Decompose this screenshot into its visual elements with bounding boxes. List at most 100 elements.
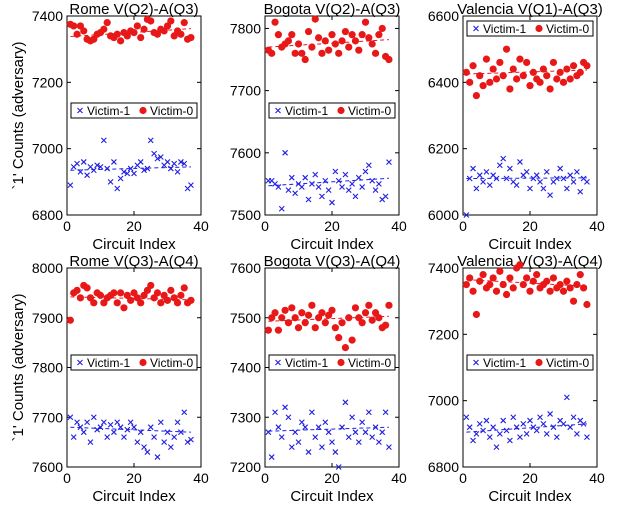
victim-1-point bbox=[94, 162, 101, 169]
victim-0-point bbox=[328, 306, 336, 314]
victim-0-point bbox=[291, 314, 299, 322]
victim-1-point bbox=[178, 429, 184, 436]
victim-0-point bbox=[311, 15, 319, 23]
victim-1-point bbox=[275, 424, 282, 431]
victim-1-point bbox=[174, 419, 181, 426]
victim-1-point bbox=[527, 185, 533, 192]
victim-1-point bbox=[171, 160, 178, 167]
victim-1-point bbox=[584, 178, 590, 185]
victim-0-point bbox=[583, 300, 591, 309]
victim-0-point bbox=[103, 19, 111, 27]
victim-1-point bbox=[121, 168, 127, 175]
victim-1-point bbox=[114, 419, 121, 426]
y-tick-label: 7400 bbox=[230, 360, 261, 376]
victim-0-point bbox=[338, 37, 346, 45]
victim-1-point bbox=[329, 439, 335, 446]
victim-1-point bbox=[523, 168, 530, 175]
victim-0-point bbox=[298, 49, 306, 57]
victim-1-point bbox=[507, 437, 513, 444]
victim-1-point bbox=[144, 165, 151, 172]
victim-0-point bbox=[523, 274, 531, 282]
victim-1-point bbox=[517, 159, 523, 165]
legend-victim-0-label: Victim-0 bbox=[150, 104, 193, 118]
victim-0-point bbox=[180, 284, 188, 292]
victim-0-point bbox=[117, 289, 125, 297]
victim-0-point bbox=[76, 294, 84, 302]
victim-0-point bbox=[519, 72, 527, 80]
victim-1-point bbox=[362, 429, 369, 436]
victim-0-point bbox=[496, 58, 504, 67]
victim-0-point bbox=[288, 304, 296, 312]
victim-1-point bbox=[493, 175, 500, 182]
victim-1-point bbox=[275, 184, 282, 190]
victim-1-point bbox=[309, 409, 315, 416]
x-tick-label: 40 bbox=[193, 470, 209, 486]
victim-0-point bbox=[476, 277, 484, 285]
victim-1-point bbox=[117, 424, 124, 431]
victim-1-point bbox=[543, 430, 550, 437]
legend-victim-0-label: Victim-0 bbox=[546, 22, 589, 36]
victim-1-point bbox=[315, 184, 322, 190]
victim-1-point bbox=[272, 409, 278, 416]
victim-0-point bbox=[271, 309, 279, 317]
victim-0-point bbox=[110, 289, 118, 297]
victim-1-point bbox=[164, 429, 171, 436]
legend-victim-0-marker bbox=[337, 106, 345, 115]
victim-1-point bbox=[339, 184, 345, 190]
legend-victim-1-marker bbox=[473, 359, 479, 366]
chart-panel-1: 0 20 40 6800 7000 7200 7400 Rome V(Q2)-A(Q3) Cir… bbox=[10, 1, 209, 253]
victim-0-point bbox=[566, 284, 574, 292]
victim-0-point bbox=[563, 277, 571, 285]
legend-victim-1-label: Victim-1 bbox=[87, 104, 130, 118]
victim-1-point bbox=[157, 154, 164, 160]
victim-1-point bbox=[365, 162, 372, 169]
victim-0-point bbox=[492, 287, 501, 295]
victim-0-point bbox=[361, 309, 370, 317]
chart-title: Bogota V(Q3)-A(Q4) bbox=[264, 253, 401, 270]
victim-1-point bbox=[295, 439, 302, 446]
victim-1-point bbox=[507, 165, 513, 172]
x-tick-label: 0 bbox=[459, 218, 467, 234]
x-axis-label: Circuit Index bbox=[488, 236, 572, 253]
victim-0-point bbox=[543, 72, 551, 80]
victim-1-point bbox=[496, 430, 503, 437]
chart-panel-4: 0 20 40 7600 7700 7800 7900 8000 Rome V(Q3)-A(Q4… bbox=[10, 253, 209, 505]
victim-1-point bbox=[144, 449, 151, 455]
victim-0-point bbox=[358, 319, 366, 327]
victim-1-point bbox=[473, 430, 480, 437]
victim-0-point bbox=[526, 82, 534, 90]
victim-1-trend-line bbox=[466, 177, 587, 180]
x-tick-label: 20 bbox=[522, 470, 538, 486]
victim-1-point bbox=[533, 172, 540, 179]
victim-0-point bbox=[348, 31, 356, 39]
legend-victim-0-label: Victim-0 bbox=[348, 356, 391, 370]
victim-0-point bbox=[583, 62, 591, 70]
victim-1-point bbox=[520, 420, 527, 427]
victim-1-point bbox=[372, 187, 379, 194]
chart-panel-5: 0 20 40 7200 7300 7400 7500 7600 Bogota V(Q3)-A(… bbox=[230, 253, 407, 505]
legend-victim-1-marker bbox=[275, 107, 281, 114]
victim-0-point bbox=[298, 309, 306, 317]
victim-1-point bbox=[137, 159, 144, 165]
victim-0-point bbox=[516, 55, 524, 63]
victim-0-point bbox=[177, 291, 185, 299]
y-tick-label: 7400 bbox=[428, 260, 459, 276]
victim-0-point bbox=[466, 78, 474, 86]
victim-1-point bbox=[305, 449, 312, 455]
victim-1-trend-line bbox=[70, 166, 191, 171]
victim-1-point bbox=[70, 434, 77, 441]
victim-0-point bbox=[338, 319, 346, 327]
x-tick-label: 20 bbox=[522, 218, 538, 234]
victim-0-point bbox=[268, 49, 276, 57]
victim-0-point bbox=[341, 344, 349, 352]
victim-1-point bbox=[352, 193, 359, 200]
victim-1-point bbox=[349, 414, 355, 421]
victim-0-point bbox=[546, 85, 554, 93]
victim-1-point bbox=[174, 168, 181, 175]
victim-1-point bbox=[131, 170, 137, 177]
legend-victim-0-marker bbox=[139, 358, 147, 367]
victim-1-point bbox=[372, 424, 379, 431]
legend-box bbox=[466, 354, 594, 371]
victim-0-point bbox=[315, 34, 323, 42]
victim-1-point bbox=[302, 174, 309, 181]
